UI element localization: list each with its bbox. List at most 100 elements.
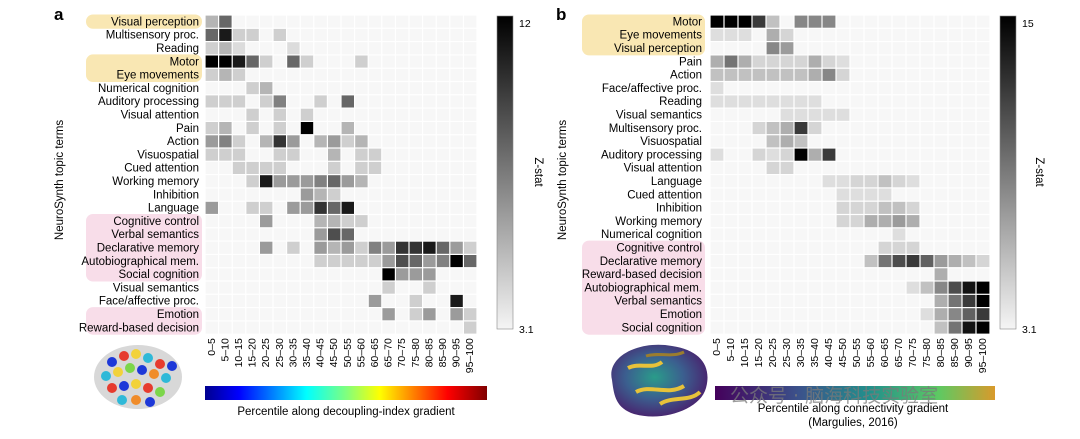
heatmap-cell <box>724 135 738 148</box>
heatmap-cell <box>738 268 752 281</box>
heatmap-cell <box>808 255 822 268</box>
heatmap-cell <box>878 161 892 174</box>
heatmap-cell <box>906 281 920 294</box>
heatmap-cell <box>710 175 724 188</box>
heatmap-cell <box>850 122 864 135</box>
heatmap-cell <box>892 42 906 55</box>
heatmap-cell <box>794 294 808 307</box>
heatmap-cell <box>273 241 286 254</box>
heatmap-cell <box>962 28 976 41</box>
heatmap-cell <box>822 28 836 41</box>
heatmap-cell <box>878 15 892 28</box>
heatmap-cell <box>878 95 892 108</box>
heatmap-cell <box>314 55 327 68</box>
heatmap-cell <box>976 15 990 28</box>
heatmap-cell <box>766 161 780 174</box>
heatmap-cell <box>850 255 864 268</box>
row-label: Visuospatial <box>640 136 702 148</box>
heatmap-cell <box>246 108 259 121</box>
heatmap-cell <box>836 148 850 161</box>
heatmap-cell <box>300 148 314 161</box>
row-label: Visual attention <box>121 109 199 121</box>
heatmap-cell <box>355 108 368 121</box>
row-highlight-pink <box>86 307 202 335</box>
heatmap-cell <box>752 82 766 95</box>
heatmap-cell <box>864 241 878 254</box>
row-label: Reward-based decision <box>79 322 199 334</box>
heatmap-cell <box>396 108 409 121</box>
heatmap-cell <box>273 201 286 214</box>
heatmap-cell <box>450 188 463 201</box>
heatmap-cell <box>822 241 836 254</box>
heatmap-cell <box>423 308 436 321</box>
heatmap-cell <box>724 268 738 281</box>
heatmap-cell <box>232 82 246 95</box>
heatmap-cell <box>822 82 836 95</box>
heatmap-cell <box>836 281 850 294</box>
heatmap-cell <box>246 241 259 254</box>
heatmap-cell <box>752 228 766 241</box>
heatmap-cell <box>808 268 822 281</box>
heatmap-cell <box>892 68 906 81</box>
x-tick-label: 50–55 <box>851 338 863 367</box>
heatmap-cell <box>314 255 327 268</box>
heatmap-cell <box>382 228 395 241</box>
heatmap-cell <box>205 281 218 294</box>
heatmap-cell <box>436 175 450 188</box>
heatmap-cell <box>219 228 232 241</box>
heatmap-cell <box>368 161 382 174</box>
heatmap-cell <box>920 42 934 55</box>
x-tick-label: 45–50 <box>328 338 340 367</box>
heatmap-cell <box>355 148 368 161</box>
heatmap-cell <box>355 28 368 41</box>
heatmap-cell <box>836 268 850 281</box>
heatmap-cell <box>436 308 450 321</box>
heatmap-cell <box>368 215 382 228</box>
heatmap-cell <box>300 241 314 254</box>
heatmap-cell <box>423 122 436 135</box>
heatmap-cell <box>423 241 436 254</box>
heatmap-cell <box>794 135 808 148</box>
heatmap-cell <box>892 148 906 161</box>
heatmap-cell <box>766 281 780 294</box>
heatmap-cell <box>205 82 218 95</box>
heatmap-cell <box>436 215 450 228</box>
heatmap-cell <box>464 175 477 188</box>
heatmap-cell <box>260 281 273 294</box>
heatmap-cell <box>976 108 990 121</box>
x-tick-label: 10–15 <box>233 338 245 367</box>
heatmap-cell <box>906 68 920 81</box>
heatmap-cell <box>287 228 300 241</box>
heatmap-cell <box>864 28 878 41</box>
heatmap-cell <box>423 82 436 95</box>
heatmap-cell <box>934 68 948 81</box>
heatmap-cell <box>976 122 990 135</box>
heatmap-cell <box>464 55 477 68</box>
heatmap-cell <box>314 241 327 254</box>
heatmap-cell <box>836 175 850 188</box>
x-tick-label: 0–5 <box>711 338 723 356</box>
heatmap-cell <box>864 308 878 321</box>
heatmap-cell <box>409 42 422 55</box>
heatmap-cell <box>920 82 934 95</box>
heatmap-cell <box>287 28 300 41</box>
x-tick-label: 60–65 <box>879 338 891 367</box>
heatmap-cell <box>892 15 906 28</box>
heatmap-cell <box>962 82 976 95</box>
heatmap-cell <box>355 15 368 28</box>
heatmap-cell <box>205 175 218 188</box>
heatmap-cell <box>232 308 246 321</box>
heatmap-cell <box>976 308 990 321</box>
heatmap-cell <box>850 148 864 161</box>
heatmap-cell <box>878 308 892 321</box>
heatmap-cell <box>934 308 948 321</box>
heatmap-cell <box>382 215 395 228</box>
x-tick-label: 55–60 <box>865 338 877 367</box>
heatmap-cell <box>464 241 477 254</box>
heatmap-cell <box>724 175 738 188</box>
heatmap-cell <box>205 161 218 174</box>
heatmap-cell <box>976 188 990 201</box>
heatmap-cell <box>906 201 920 214</box>
heatmap-cell <box>246 68 259 81</box>
heatmap-cell <box>752 241 766 254</box>
